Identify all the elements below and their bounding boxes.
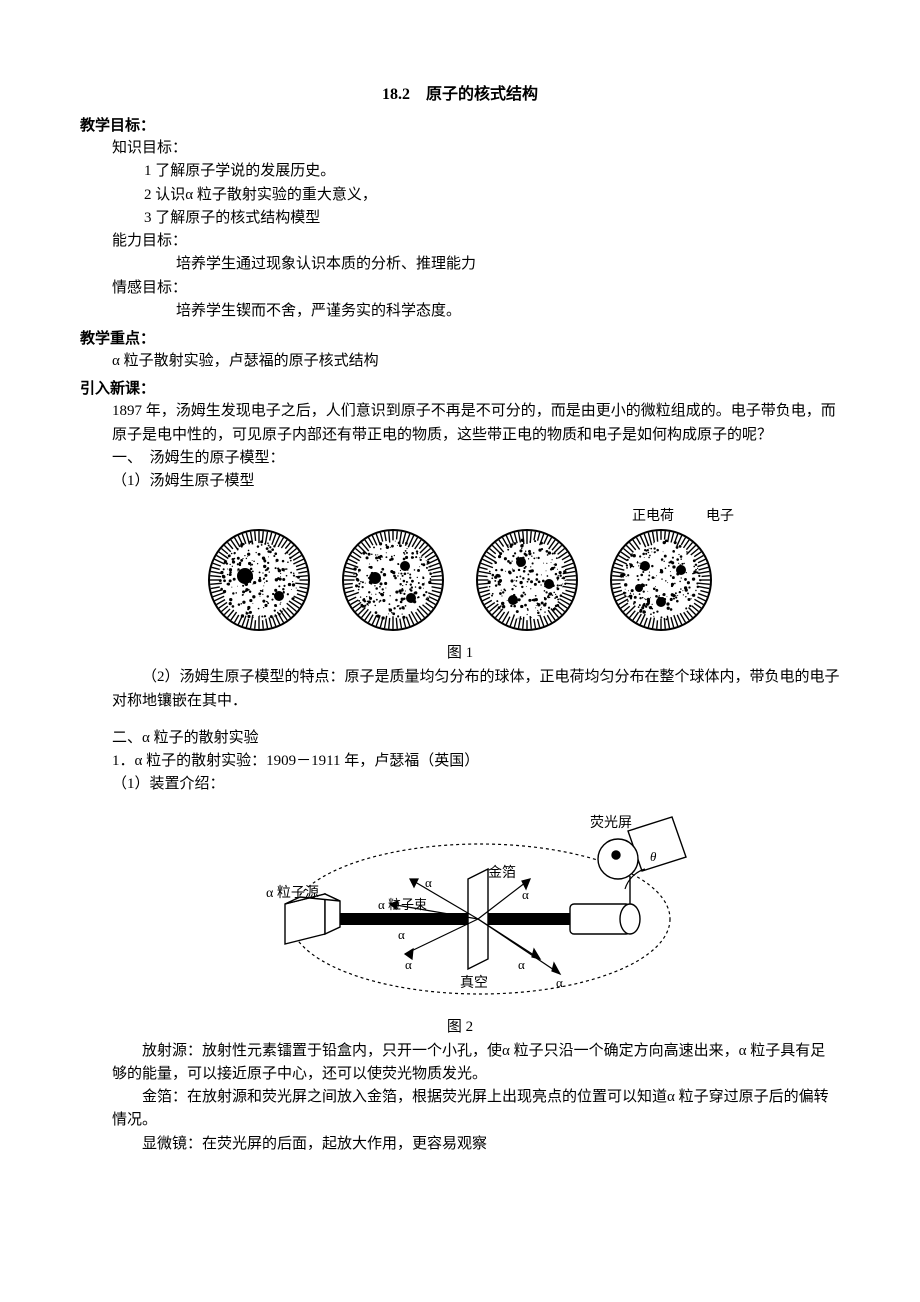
goldfoil-text: 金箔：在放射源和荧光屏之间放入金箔，根据荧光屏上出现亮点的位置可以知道α 粒子穿… <box>80 1086 840 1133</box>
thomson-head: 一、 汤姆生的原子模型： <box>80 447 840 470</box>
alpha-line2: （1）装置介绍： <box>80 773 840 796</box>
figure-2-caption: 图 2 <box>447 1015 473 1036</box>
page-title: 18.2 原子的核式结构 <box>80 80 840 104</box>
fig2-label-alpha: α <box>398 927 405 942</box>
ability-text: 培养学生通过现象认识本质的分析、推理能力 <box>80 253 840 276</box>
fig2-label-beam: α 粒子束 <box>378 897 427 912</box>
plum-sphere-icon <box>606 525 716 635</box>
section-keypoint-head: 教学重点： <box>80 327 840 348</box>
knowledge-item: 2 认识α 粒子散射实验的重大意义， <box>80 184 840 207</box>
emotion-head: 情感目标： <box>80 277 840 300</box>
ability-head: 能力目标： <box>80 230 840 253</box>
knowledge-head: 知识目标： <box>80 137 840 160</box>
radiator-text: 放射源：放射性元素镭置于铅盒内，只开一个小孔，使α 粒子只沿一个确定方向高速出来… <box>80 1040 840 1087</box>
fig2-label-alpha: α <box>522 887 529 902</box>
fig2-label-vacuum: 真空 <box>460 975 488 991</box>
figure-1: 正电荷 电子 图 1 <box>80 505 840 662</box>
knowledge-item: 1 了解原子学说的发展历史。 <box>80 160 840 183</box>
fig2-label-screen: 荧光屏 <box>590 814 632 831</box>
plum-sphere-icon <box>338 525 448 635</box>
alpha-line1: 1．α 粒子的散射实验：1909－1911 年，卢瑟福（英国） <box>80 750 840 773</box>
fig2-label-alpha: α <box>556 975 563 990</box>
thomson-sub1: （1）汤姆生原子模型 <box>80 470 840 493</box>
section-goals-head: 教学目标： <box>80 114 840 135</box>
plum-pudding-row <box>204 525 716 635</box>
figure-1-caption: 图 1 <box>447 641 473 662</box>
thomson-desc: （2）汤姆生原子模型的特点：原子是质量均匀分布的球体，正电荷均匀分布在整个球体内… <box>80 666 840 713</box>
intro-text: 1897 年，汤姆生发现电子之后，人们意识到原子不再是不可分的，而是由更小的微粒… <box>80 400 840 447</box>
fig2-label-alpha: α <box>518 957 525 972</box>
fig1-label-positive: 正电荷 <box>632 505 674 525</box>
fig2-label-alpha: α <box>425 875 432 890</box>
plum-sphere-icon <box>204 525 314 635</box>
alpha-head: 二、α 粒子的散射实验 <box>80 727 840 750</box>
fig2-label-foil: 金箔 <box>488 865 516 881</box>
microscope-text: 显微镜：在荧光屏的后面，起放大作用，更容易观察 <box>80 1133 840 1156</box>
emotion-text: 培养学生锲而不舍，严谨务实的科学态度。 <box>80 300 840 323</box>
plum-sphere-icon <box>472 525 582 635</box>
knowledge-item: 3 了解原子的核式结构模型 <box>80 207 840 230</box>
fig2-label-theta: θ <box>650 849 657 864</box>
fig2-label-alpha: α <box>405 957 412 972</box>
keypoint-text: α 粒子散射实验，卢瑟福的原子核式结构 <box>80 350 840 373</box>
fig2-label-source: α 粒子源 <box>266 885 319 901</box>
scattering-apparatus-diagram: 荧光屏 金箔 α 粒子源 α 粒子束 真空 α α α α α α θ <box>230 809 690 1009</box>
fig1-label-electron: 电子 <box>706 505 734 525</box>
section-intro-head: 引入新课： <box>80 377 840 398</box>
document-page: 18.2 原子的核式结构 教学目标： 知识目标： 1 了解原子学说的发展历史。 … <box>0 0 920 1302</box>
figure-2: 荧光屏 金箔 α 粒子源 α 粒子束 真空 α α α α α α θ 图 2 <box>80 809 840 1036</box>
